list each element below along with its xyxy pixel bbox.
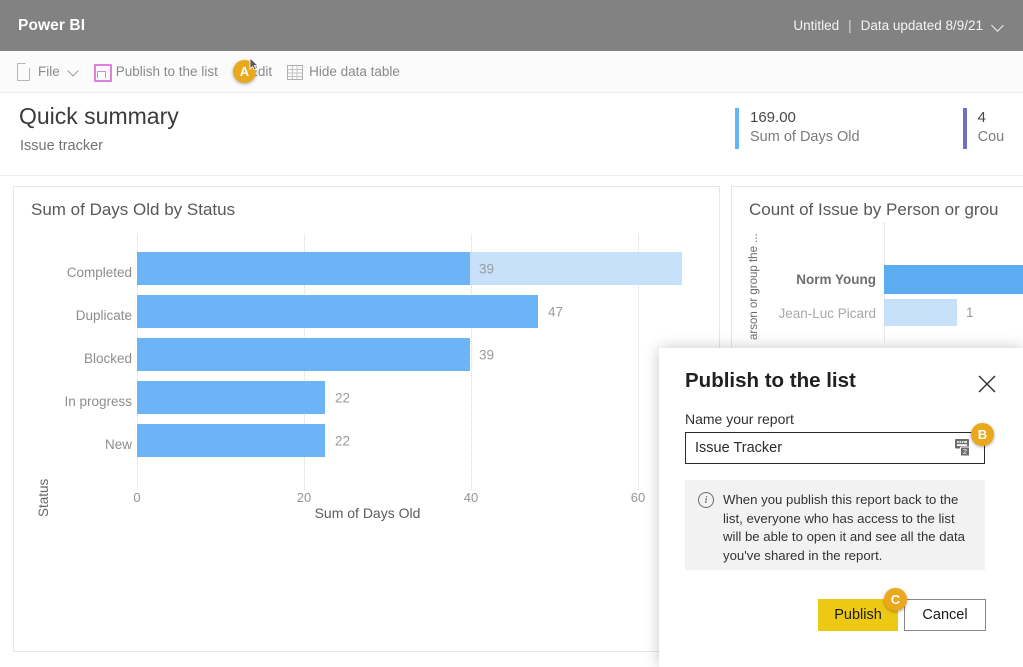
bar-value-label: 39 — [479, 261, 495, 276]
grid-icon — [286, 63, 304, 80]
bar-value-segment — [137, 295, 538, 328]
report-name-label: Name your report — [685, 411, 794, 427]
gridline — [471, 235, 472, 490]
keyboard-type-icon: 2 — [955, 439, 974, 457]
step-badge-b: B — [971, 423, 994, 446]
publish-to-list-label: Publish to the list — [115, 64, 218, 79]
kpi-card-count-issue[interactable]: 4 Cou — [962, 108, 1005, 149]
publish-dialog: Publish to the list Name your report 2 i… — [659, 348, 1023, 667]
y-axis-tick-label: Norm Young — [796, 272, 876, 287]
kpi-accent-bar — [962, 108, 967, 149]
x-axis-tick-label: 60 — [630, 490, 646, 505]
y-axis-tick-label: In progress — [64, 394, 132, 409]
x-axis-tick-label: 0 — [133, 490, 141, 505]
y-axis-tick-label: New — [104, 437, 132, 452]
bar-completed[interactable]: 39 — [137, 252, 697, 285]
bar-in-progress[interactable]: 22 — [137, 381, 697, 414]
kpi-value: 169.00 — [750, 109, 796, 126]
report-name-input[interactable] — [685, 432, 985, 464]
bar-value-segment — [137, 252, 470, 285]
bar-value-segment — [137, 424, 325, 457]
file-menu-label: File — [38, 64, 60, 79]
app-brand-label: Power BI — [18, 16, 86, 34]
y-axis-title: arson or group the ... — [748, 233, 760, 340]
publish-to-list-button[interactable]: Publish to the list — [86, 57, 225, 87]
bar-value-label: 47 — [548, 304, 564, 319]
visual-card-sum-days-old[interactable]: Sum of Days Old by Status Status Complet… — [13, 186, 720, 652]
file-menu-button[interactable]: File — [8, 57, 86, 87]
cancel-button[interactable]: Cancel — [904, 599, 986, 631]
hide-data-table-button[interactable]: Hide data table — [279, 57, 407, 87]
chart-title: Count of Issue by Person or grou — [749, 200, 999, 219]
page-subtitle: Issue tracker — [20, 138, 103, 154]
data-updated-label: Data updated 8/9/21 — [860, 18, 983, 33]
chevron-down-icon — [68, 66, 79, 77]
y-axis-tick-label: Completed — [66, 265, 132, 280]
bar-norm-young[interactable] — [884, 265, 1023, 294]
y-axis-tick-label: Duplicate — [75, 308, 132, 323]
y-axis-tick-label: Blocked — [83, 351, 132, 366]
bar-chart-count-issue: arson or group the ... Norm Young Jean-L… — [732, 187, 1023, 651]
bar-value-segment — [137, 338, 470, 371]
kpi-strip: 169.00 Sum of Days Old 4 Cou — [735, 108, 1004, 149]
bar-value-segment — [137, 381, 325, 414]
page-title: Quick summary — [19, 103, 179, 129]
chart-title: Sum of Days Old by Status — [31, 200, 236, 219]
info-banner-text: When you publish this report back to the… — [723, 492, 965, 563]
kpi-label: Sum of Days Old — [750, 129, 860, 145]
svg-text:2: 2 — [963, 447, 967, 456]
cursor-pointer-icon — [249, 58, 260, 70]
file-icon — [15, 63, 31, 81]
gridline — [638, 235, 639, 490]
x-axis-title: Sum of Days Old — [314, 505, 421, 521]
bar-jean-luc-picard[interactable] — [884, 299, 957, 326]
step-badge-c: C — [884, 588, 907, 611]
title-bar: Power BI Untitled | Data updated 8/9/21 — [0, 0, 1023, 51]
save-icon — [93, 63, 112, 82]
kpi-value: 4 — [977, 109, 986, 126]
bar-value-label: 39 — [479, 347, 495, 362]
chevron-down-icon[interactable] — [992, 19, 1005, 32]
report-header: Quick summary Issue tracker 169.00 Sum o… — [0, 93, 1023, 176]
x-axis-tick-label: 40 — [463, 490, 479, 505]
document-name-label: Untitled — [793, 18, 840, 33]
title-bar-right: Untitled | Data updated 8/9/21 — [793, 18, 1005, 33]
y-axis-tick-label: Jean-Luc Picard — [778, 306, 876, 321]
bar-new[interactable]: 22 — [137, 424, 697, 457]
hide-data-table-label: Hide data table — [309, 64, 400, 79]
close-icon[interactable] — [976, 373, 998, 395]
bar-value-label: 22 — [335, 433, 351, 448]
bar-blocked[interactable]: 39 — [137, 338, 697, 371]
title-separator: | — [848, 18, 852, 33]
bar-value-label: 22 — [335, 390, 351, 405]
command-bar: File Publish to the list Edit Hide data … — [0, 51, 1023, 93]
kpi-card-sum-days-old[interactable]: 169.00 Sum of Days Old — [735, 108, 860, 149]
x-axis-tick-label: 20 — [296, 490, 312, 505]
bar-value-label: 1 — [966, 305, 974, 320]
info-icon: i — [698, 492, 714, 508]
bar-chart-sum-days-old: Status Completed Duplicate Blocked In pr… — [14, 187, 719, 651]
info-banner: i When you publish this report back to t… — [685, 480, 985, 570]
kpi-label: Cou — [977, 129, 1005, 145]
bar-duplicate[interactable]: 47 — [137, 295, 697, 328]
dialog-title: Publish to the list — [685, 369, 856, 392]
kpi-accent-bar — [735, 108, 739, 149]
